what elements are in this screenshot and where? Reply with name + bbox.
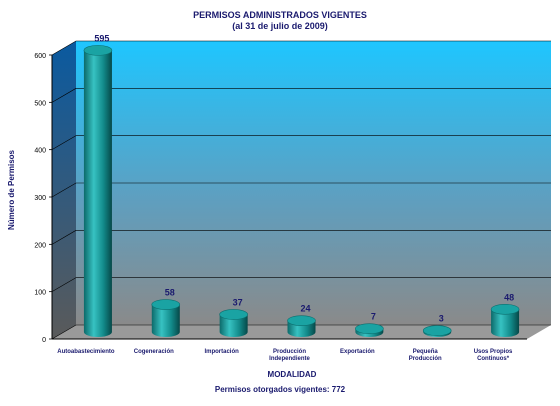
y-tick-label: 100 bbox=[34, 290, 46, 297]
gridline bbox=[51, 324, 551, 340]
bar-top bbox=[490, 303, 520, 315]
data-label: 595 bbox=[94, 33, 109, 43]
bar-top bbox=[219, 309, 248, 320]
bar: 37 bbox=[219, 297, 248, 337]
data-label: 37 bbox=[233, 297, 243, 307]
bar: 24 bbox=[287, 304, 316, 337]
bar-body bbox=[83, 50, 112, 337]
x-tick-label: Exportación bbox=[340, 349, 375, 355]
bar-body bbox=[491, 309, 520, 337]
y-axis-title: Número de Permisos bbox=[7, 149, 16, 230]
y-tick-label: 400 bbox=[34, 148, 46, 155]
y-tick-label: 300 bbox=[34, 195, 46, 202]
gridline bbox=[51, 88, 551, 103]
data-label: 3 bbox=[439, 314, 444, 324]
bar: 595 bbox=[83, 33, 113, 337]
bar: 3 bbox=[422, 314, 452, 337]
y-tick-label: 0 bbox=[42, 337, 46, 344]
bar-body bbox=[151, 304, 180, 337]
x-axis-title: MODALIDAD bbox=[268, 370, 317, 379]
y-tick-label: 500 bbox=[34, 100, 46, 107]
bar: 58 bbox=[151, 288, 181, 337]
y-tick-label: 600 bbox=[34, 53, 46, 60]
x-tick-label: Producción Independiente bbox=[269, 349, 310, 362]
bar: 48 bbox=[490, 292, 520, 337]
bar-top bbox=[83, 45, 113, 56]
data-label: 24 bbox=[300, 304, 310, 314]
data-label: 48 bbox=[504, 292, 514, 302]
bar-top bbox=[151, 299, 181, 310]
gridline bbox=[51, 230, 551, 245]
chart-title: PERMISOS ADMINISTRADOS VIGENTES bbox=[193, 10, 367, 20]
gridline bbox=[51, 40, 551, 56]
bar-top bbox=[287, 315, 316, 326]
data-label: 58 bbox=[165, 288, 175, 298]
x-tick-label: Usos Propios Continuos* bbox=[474, 349, 513, 362]
total-permits-note: Permisos otorgados vigentes: 772 bbox=[214, 385, 346, 394]
x-tick-label: Pequeña Producción bbox=[409, 349, 442, 362]
chart-subtitle: (al 31 de julio de 2009) bbox=[232, 21, 328, 31]
x-tick-label: Autoabastecimiento bbox=[57, 349, 115, 355]
gridline bbox=[51, 182, 551, 198]
data-label: 7 bbox=[371, 312, 376, 322]
bar: 7 bbox=[355, 312, 384, 337]
gridline bbox=[51, 135, 551, 150]
bar-top bbox=[422, 325, 452, 336]
x-tick-label: Importación bbox=[204, 349, 239, 355]
bar-body bbox=[219, 314, 248, 337]
y-tick-label: 200 bbox=[34, 242, 46, 249]
gridline bbox=[51, 277, 551, 292]
x-tick-label: Cogeneración bbox=[134, 349, 174, 355]
bar-top bbox=[355, 323, 384, 334]
